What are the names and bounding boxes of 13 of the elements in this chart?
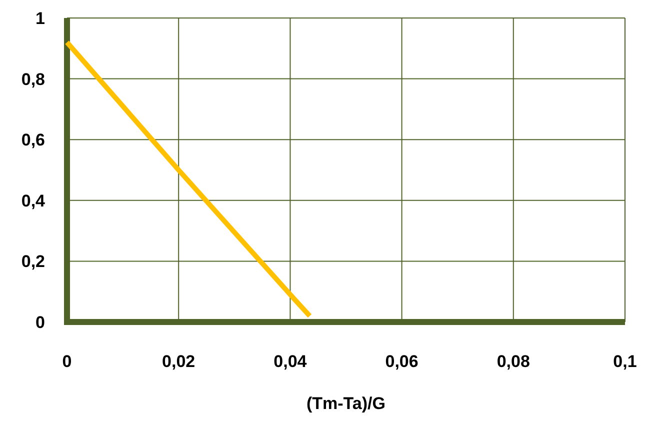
- y-tick-label: 0,8: [21, 70, 45, 89]
- x-axis-title: (Tm-Ta)/G: [306, 394, 386, 413]
- y-tick-label: 0,4: [21, 191, 46, 210]
- x-tick-label: 0,1: [613, 352, 637, 371]
- x-tick-label: 0,06: [385, 352, 418, 371]
- x-tick-label: 0,02: [162, 352, 196, 371]
- x-tick-label: 0,08: [496, 352, 530, 371]
- y-tick-label: 0,6: [21, 130, 45, 150]
- x-tick-label: 0,04: [274, 352, 308, 371]
- y-tick-label: 0: [36, 312, 45, 332]
- x-tick-label: 0: [62, 352, 72, 371]
- y-tick-label: 0,2: [21, 252, 45, 272]
- y-tick-label: 1: [36, 8, 45, 28]
